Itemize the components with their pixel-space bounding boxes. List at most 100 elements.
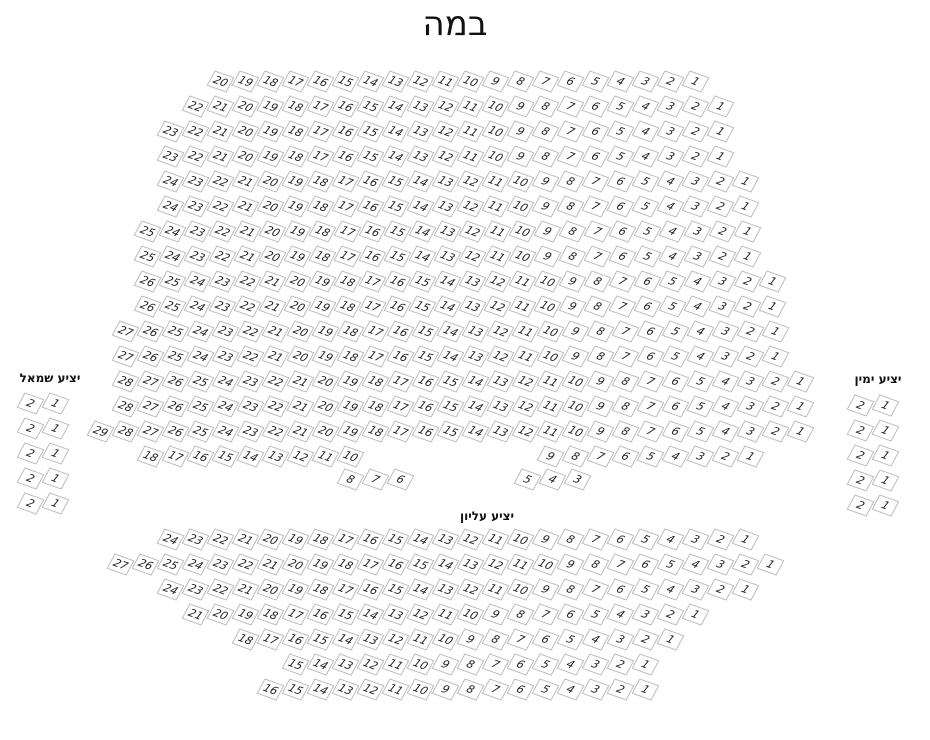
- seat[interactable]: 21: [286, 420, 315, 443]
- seat[interactable]: 5: [633, 220, 662, 243]
- seat[interactable]: 10: [508, 245, 537, 268]
- seat[interactable]: 22: [181, 95, 210, 118]
- seat[interactable]: 23: [181, 170, 210, 193]
- seat[interactable]: 14: [408, 245, 437, 268]
- seat[interactable]: 16: [186, 445, 215, 468]
- seat[interactable]: 9: [558, 270, 587, 293]
- seat[interactable]: 8: [556, 528, 585, 551]
- seat[interactable]: 19: [281, 170, 310, 193]
- seat[interactable]: 16: [356, 195, 385, 218]
- seat[interactable]: 14: [381, 120, 410, 143]
- seat[interactable]: 16: [356, 170, 385, 193]
- seat[interactable]: 14: [306, 678, 335, 701]
- seat[interactable]: 15: [406, 553, 435, 576]
- seat[interactable]: 1: [706, 145, 735, 168]
- seat[interactable]: 19: [231, 70, 260, 93]
- seat[interactable]: 7: [531, 603, 560, 626]
- seat[interactable]: 13: [381, 70, 410, 93]
- seat[interactable]: 10: [536, 320, 565, 343]
- seat[interactable]: 14: [331, 628, 360, 651]
- seat[interactable]: 16: [411, 420, 440, 443]
- seat[interactable]: 3: [683, 220, 712, 243]
- seat[interactable]: 6: [506, 653, 535, 676]
- seat[interactable]: 2: [846, 469, 875, 492]
- seat[interactable]: 13: [331, 678, 360, 701]
- seat[interactable]: 22: [236, 345, 265, 368]
- seat[interactable]: 2: [681, 120, 710, 143]
- seat[interactable]: 12: [456, 170, 485, 193]
- seat[interactable]: 3: [686, 445, 715, 468]
- seat[interactable]: 19: [311, 320, 340, 343]
- seat[interactable]: 20: [206, 603, 235, 626]
- seat[interactable]: 10: [531, 553, 560, 576]
- seat[interactable]: 9: [506, 145, 535, 168]
- seat[interactable]: 16: [383, 295, 412, 318]
- seat[interactable]: 17: [281, 70, 310, 93]
- seat[interactable]: 19: [336, 370, 365, 393]
- seat[interactable]: 14: [356, 70, 385, 93]
- seat[interactable]: 7: [636, 420, 665, 443]
- seat[interactable]: 17: [306, 95, 335, 118]
- seat[interactable]: 24: [183, 270, 212, 293]
- seat[interactable]: 2: [736, 320, 765, 343]
- seat[interactable]: 24: [158, 220, 187, 243]
- seat[interactable]: 18: [281, 120, 310, 143]
- seat[interactable]: 6: [606, 170, 635, 193]
- seat[interactable]: 11: [456, 145, 485, 168]
- seat[interactable]: 10: [431, 628, 460, 651]
- seat[interactable]: 1: [731, 195, 760, 218]
- seat[interactable]: 1: [758, 295, 787, 318]
- seat[interactable]: 18: [361, 420, 390, 443]
- seat[interactable]: 15: [411, 320, 440, 343]
- seat[interactable]: 11: [506, 553, 535, 576]
- seat[interactable]: 2: [606, 653, 635, 676]
- seat[interactable]: 13: [431, 195, 460, 218]
- seat[interactable]: 13: [486, 420, 515, 443]
- seat[interactable]: 23: [208, 295, 237, 318]
- seat[interactable]: 21: [181, 603, 210, 626]
- seat[interactable]: 17: [358, 270, 387, 293]
- seat[interactable]: 19: [281, 528, 310, 551]
- seat[interactable]: 2: [761, 395, 790, 418]
- seat[interactable]: 22: [206, 578, 235, 601]
- seat[interactable]: 4: [658, 220, 687, 243]
- seat[interactable]: 4: [631, 95, 660, 118]
- seat[interactable]: 5: [686, 370, 715, 393]
- seat[interactable]: 24: [183, 295, 212, 318]
- seat[interactable]: 10: [561, 370, 590, 393]
- seat[interactable]: 20: [286, 345, 315, 368]
- seat[interactable]: 15: [408, 295, 437, 318]
- seat[interactable]: 15: [383, 245, 412, 268]
- seat[interactable]: 23: [181, 195, 210, 218]
- seat[interactable]: 19: [256, 95, 285, 118]
- seat[interactable]: 18: [306, 528, 335, 551]
- seat[interactable]: 5: [686, 395, 715, 418]
- seat[interactable]: 1: [736, 445, 765, 468]
- seat[interactable]: 20: [206, 70, 235, 93]
- seat[interactable]: 4: [581, 628, 610, 651]
- seat[interactable]: 5: [531, 653, 560, 676]
- seat[interactable]: 2: [761, 370, 790, 393]
- seat[interactable]: 4: [556, 653, 585, 676]
- seat[interactable]: 10: [481, 120, 510, 143]
- seat[interactable]: 25: [156, 553, 185, 576]
- seat[interactable]: 1: [41, 442, 70, 465]
- seat[interactable]: 14: [406, 195, 435, 218]
- seat[interactable]: 18: [333, 270, 362, 293]
- seat[interactable]: 4: [681, 553, 710, 576]
- seat[interactable]: 17: [161, 445, 190, 468]
- seat[interactable]: 2: [736, 345, 765, 368]
- seat[interactable]: 17: [306, 145, 335, 168]
- seat[interactable]: 4: [606, 70, 635, 93]
- seat[interactable]: 4: [656, 528, 685, 551]
- seat[interactable]: 23: [156, 120, 185, 143]
- seat[interactable]: 1: [631, 678, 660, 701]
- seat[interactable]: 1: [41, 492, 70, 515]
- seat[interactable]: 11: [536, 420, 565, 443]
- seat[interactable]: 18: [306, 578, 335, 601]
- seat[interactable]: 19: [336, 420, 365, 443]
- seat[interactable]: 14: [381, 145, 410, 168]
- seat[interactable]: 13: [456, 553, 485, 576]
- seat[interactable]: 17: [356, 553, 385, 576]
- seat[interactable]: 18: [333, 295, 362, 318]
